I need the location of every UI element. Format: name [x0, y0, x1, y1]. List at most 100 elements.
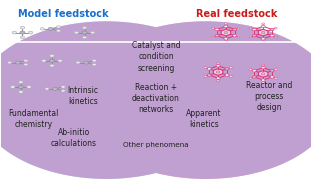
Circle shape	[224, 40, 227, 42]
Circle shape	[82, 31, 87, 34]
Circle shape	[270, 34, 274, 37]
Circle shape	[28, 31, 33, 34]
Circle shape	[249, 77, 252, 79]
Text: Reaction +
deactivation
networks: Reaction + deactivation networks	[132, 83, 180, 114]
Circle shape	[225, 68, 229, 70]
Circle shape	[217, 80, 220, 82]
Circle shape	[204, 67, 207, 68]
Circle shape	[90, 31, 95, 34]
Circle shape	[61, 86, 65, 88]
Circle shape	[84, 61, 89, 64]
Circle shape	[216, 71, 220, 73]
Circle shape	[20, 36, 25, 39]
Circle shape	[24, 63, 28, 66]
Circle shape	[224, 23, 227, 25]
Circle shape	[261, 79, 265, 81]
Circle shape	[261, 73, 265, 75]
Circle shape	[252, 70, 256, 72]
Circle shape	[82, 36, 87, 39]
Circle shape	[249, 36, 252, 38]
Text: Real feedstock: Real feedstock	[196, 9, 277, 19]
Circle shape	[216, 65, 220, 67]
Polygon shape	[258, 70, 268, 77]
Circle shape	[252, 34, 256, 37]
Circle shape	[82, 26, 87, 29]
Circle shape	[224, 31, 228, 34]
Circle shape	[249, 27, 252, 29]
Circle shape	[262, 82, 265, 84]
Circle shape	[215, 34, 219, 37]
Circle shape	[48, 27, 53, 30]
Circle shape	[61, 90, 65, 92]
Circle shape	[12, 31, 17, 34]
Circle shape	[207, 68, 211, 70]
Circle shape	[50, 64, 54, 67]
Circle shape	[74, 31, 79, 34]
Circle shape	[212, 27, 215, 29]
Circle shape	[252, 76, 256, 78]
Circle shape	[20, 31, 25, 34]
Circle shape	[274, 77, 277, 79]
Circle shape	[92, 59, 96, 62]
Circle shape	[261, 31, 265, 34]
Circle shape	[217, 62, 220, 64]
Circle shape	[207, 74, 211, 76]
Circle shape	[56, 29, 61, 32]
Circle shape	[233, 34, 237, 37]
Circle shape	[19, 91, 23, 93]
Circle shape	[56, 26, 61, 28]
Circle shape	[261, 38, 265, 40]
Circle shape	[41, 59, 46, 62]
Circle shape	[262, 64, 265, 66]
Circle shape	[24, 59, 28, 62]
Circle shape	[270, 28, 274, 31]
Circle shape	[75, 21, 312, 179]
Circle shape	[76, 61, 80, 64]
Circle shape	[237, 36, 240, 38]
Text: Model feedstock: Model feedstock	[17, 9, 108, 19]
Circle shape	[224, 25, 228, 28]
Text: Fundamental
chemistry: Fundamental chemistry	[8, 109, 58, 129]
Circle shape	[274, 27, 277, 29]
Circle shape	[212, 36, 215, 38]
Polygon shape	[0, 21, 312, 179]
Circle shape	[11, 86, 15, 88]
Circle shape	[233, 28, 237, 31]
Circle shape	[252, 28, 256, 31]
Circle shape	[229, 67, 232, 68]
Circle shape	[0, 21, 237, 179]
Circle shape	[20, 26, 25, 29]
Circle shape	[270, 70, 274, 72]
Text: Other phenomena: Other phenomena	[123, 142, 189, 148]
Circle shape	[19, 81, 23, 84]
Circle shape	[204, 76, 207, 77]
Circle shape	[92, 63, 96, 66]
Polygon shape	[221, 29, 231, 36]
Polygon shape	[213, 69, 223, 75]
Circle shape	[270, 76, 274, 78]
Circle shape	[229, 76, 232, 77]
Circle shape	[215, 28, 219, 31]
Circle shape	[15, 61, 20, 64]
Circle shape	[224, 38, 228, 40]
Circle shape	[216, 77, 220, 79]
Circle shape	[261, 25, 265, 28]
Circle shape	[18, 85, 23, 89]
Circle shape	[225, 74, 229, 76]
Circle shape	[27, 86, 31, 88]
Polygon shape	[258, 29, 268, 36]
Circle shape	[58, 59, 62, 62]
Circle shape	[49, 59, 55, 62]
Circle shape	[53, 87, 57, 90]
Text: Reactor and
process
design: Reactor and process design	[246, 81, 293, 112]
Circle shape	[50, 54, 54, 57]
Circle shape	[249, 69, 252, 70]
Text: Catalyst and
condition
screening: Catalyst and condition screening	[132, 41, 180, 73]
Circle shape	[274, 69, 277, 70]
Circle shape	[45, 88, 49, 90]
Circle shape	[262, 23, 265, 25]
Text: Ab-initio
calculations: Ab-initio calculations	[51, 128, 97, 148]
Circle shape	[7, 61, 12, 64]
Circle shape	[274, 36, 277, 38]
Circle shape	[237, 27, 240, 29]
